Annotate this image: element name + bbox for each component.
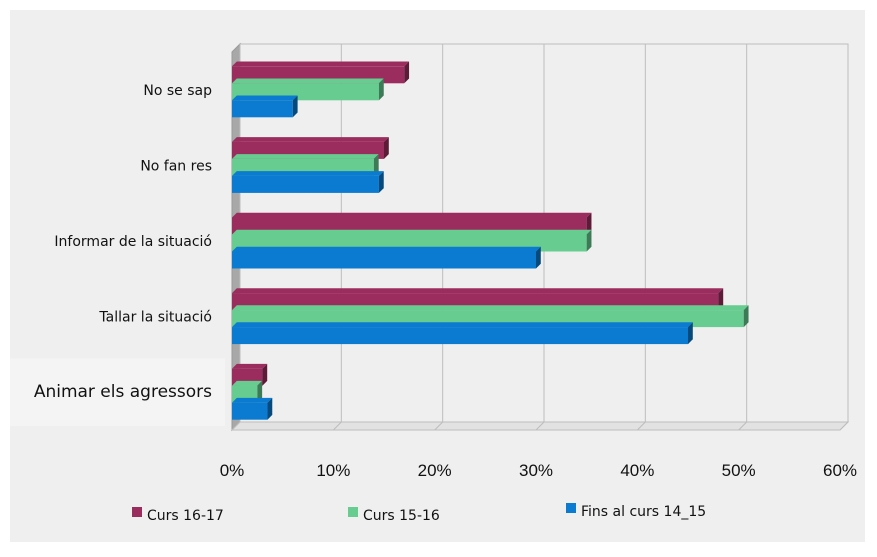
bar-top-face — [232, 363, 268, 369]
floor-gridline — [231, 421, 241, 431]
bar-top-face — [232, 305, 749, 311]
bar-end-face — [267, 397, 273, 420]
bar-end-face — [384, 137, 389, 159]
bar-top-face — [232, 171, 384, 176]
legend-label: Fins al curs 14_15 — [581, 504, 706, 520]
category-label: Tallar la situació — [98, 310, 212, 326]
floor-gridline — [738, 421, 748, 431]
legend-swatch — [566, 503, 576, 513]
legend-label: Curs 16-17 — [147, 508, 224, 524]
category-label: Animar els agressors — [34, 382, 212, 402]
bar-top-face — [232, 212, 592, 218]
bar-end-face — [688, 322, 693, 345]
bar-end-face — [292, 95, 298, 118]
bar-top-face — [232, 246, 541, 252]
category-label: No fan res — [140, 158, 212, 174]
x-tick-label: 40% — [620, 461, 654, 480]
category-label: No se sap — [143, 83, 212, 99]
bar — [232, 402, 268, 420]
bar — [232, 100, 293, 118]
floor-gridline — [434, 421, 444, 431]
bar-top-face — [232, 229, 592, 235]
bar-end-face — [378, 171, 384, 193]
bar — [232, 175, 379, 193]
floor-gridline — [332, 421, 342, 431]
x-tick-label: 0% — [220, 461, 245, 480]
x-tick-label: 10% — [316, 461, 350, 480]
bar-top-face — [232, 61, 410, 67]
floor-gridline — [839, 421, 849, 431]
bar-end-face — [262, 363, 268, 386]
bar-end-face — [404, 61, 410, 84]
bar-end-face — [586, 229, 592, 252]
bar — [232, 327, 688, 345]
legend-swatch — [132, 507, 142, 517]
bar-end-face — [743, 305, 749, 328]
legend-label: Curs 15-16 — [363, 508, 440, 524]
bar-end-face — [536, 246, 541, 269]
category-label: Informar de la situació — [54, 234, 212, 250]
bar-top-face — [232, 78, 384, 84]
bar-end-face — [378, 78, 384, 101]
bar-top-face — [232, 154, 379, 159]
x-tick-label: 20% — [418, 461, 452, 480]
floor-gridline — [535, 421, 545, 431]
legend-swatch — [348, 507, 358, 517]
bar-top-face — [232, 137, 389, 142]
bar — [232, 251, 536, 269]
bar-end-face — [718, 288, 724, 311]
floor-gridline — [636, 421, 646, 431]
bar-top-face — [232, 397, 273, 403]
bar-top-face — [232, 322, 693, 328]
category-label-highlight — [10, 358, 225, 426]
bar-top-face — [232, 95, 298, 101]
bar-top-face — [232, 288, 724, 294]
x-tick-label: 30% — [519, 461, 553, 480]
bar-end-face — [257, 380, 263, 403]
bar-top-face — [232, 380, 263, 386]
bar-end-face — [586, 212, 592, 235]
x-tick-label: 50% — [722, 461, 756, 480]
bar-end-face — [373, 154, 379, 176]
x-tick-label: 60% — [823, 461, 857, 480]
